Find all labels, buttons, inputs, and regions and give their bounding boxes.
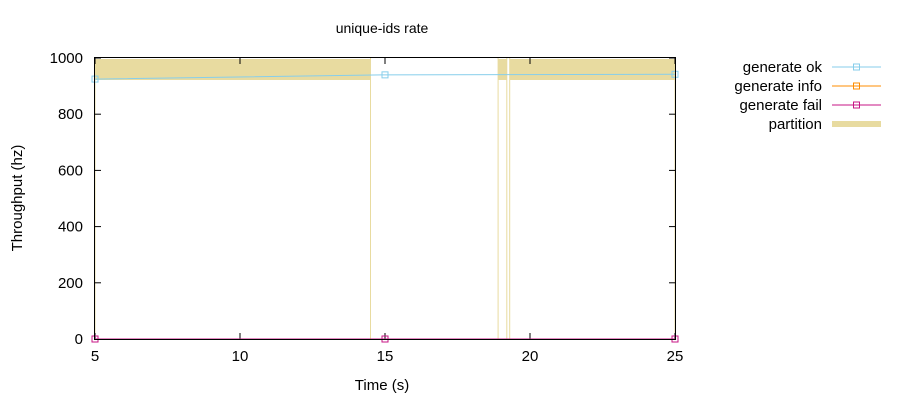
- legend-label: partition: [769, 116, 822, 133]
- x-tick-label: 25: [667, 348, 684, 365]
- series-line-0: [94, 73, 676, 80]
- x-tick-label: 20: [522, 348, 539, 365]
- y-tick-label: 1000: [50, 50, 83, 67]
- legend: generate ok generate info generate fail par…: [734, 59, 881, 133]
- partition-band-2: [509, 59, 675, 80]
- legend-swatch: [832, 121, 881, 127]
- x-tick-label: 15: [377, 348, 394, 365]
- legend-marker: [853, 82, 860, 90]
- y-tick-label: 600: [58, 162, 83, 179]
- partition-band-0: [95, 59, 371, 80]
- plot-frame: [94, 57, 676, 340]
- y-axis-label: Throughput (hz): [9, 145, 26, 252]
- partition-band-1: [498, 59, 507, 80]
- y-tick-label: 200: [58, 275, 83, 292]
- x-axis-label: Time (s): [355, 377, 409, 394]
- y-tick-label: 400: [58, 219, 83, 236]
- legend-label: generate fail: [739, 97, 822, 114]
- legend-label: generate ok: [743, 59, 823, 76]
- legend-marker: [853, 63, 860, 71]
- x-tick-label: 10: [232, 348, 249, 365]
- y-tick-label: 0: [75, 331, 83, 348]
- chart-title: unique-ids rate: [336, 20, 429, 36]
- legend-label: generate info: [734, 78, 822, 95]
- data-point: [381, 71, 389, 79]
- x-tick-label: 5: [91, 348, 99, 365]
- y-tick-label: 800: [58, 106, 83, 123]
- legend-marker: [853, 101, 860, 109]
